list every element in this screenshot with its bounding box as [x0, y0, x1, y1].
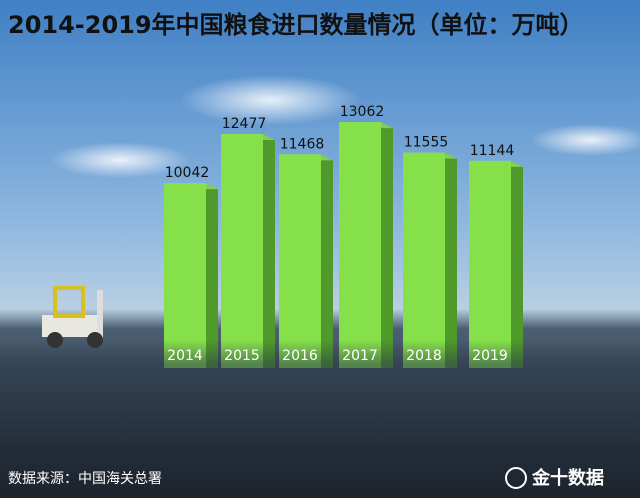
x-tick-label: 2017 [342, 348, 378, 364]
x-tick-label: 2015 [224, 348, 260, 364]
value-label: 11468 [280, 136, 325, 152]
bar-side [263, 133, 275, 368]
value-label: 13062 [340, 104, 385, 120]
cloud [530, 124, 640, 156]
bar-side [445, 152, 457, 368]
source: 数据来源：中国海关总署 [8, 471, 162, 487]
x-tick-label: 2014 [167, 348, 203, 364]
water [0, 340, 640, 498]
value-label: 11555 [404, 135, 449, 151]
bar-side [381, 122, 393, 368]
bars [164, 122, 523, 368]
forklift [42, 286, 103, 348]
bar [221, 133, 263, 368]
cloud [50, 142, 190, 178]
bar [469, 160, 511, 368]
labels: 10042 2014 12477 2015 11468 2016 13062 2017 1155… [165, 104, 515, 364]
logo: 金十数据 [531, 467, 604, 489]
bar-side [511, 160, 523, 368]
bar-side [321, 154, 333, 368]
bar [403, 152, 445, 368]
x-tick-label: 2016 [282, 348, 318, 364]
value-label: 10042 [165, 165, 210, 181]
value-label: 12477 [222, 116, 267, 132]
chart-title: 2014-2019年中国粮食进口数量情况（单位：万吨） [8, 11, 584, 39]
bar [279, 154, 321, 368]
bar [339, 122, 381, 368]
bar [164, 183, 206, 368]
value-label: 11144 [470, 143, 515, 159]
bar-side [206, 183, 218, 368]
logo-icon [505, 467, 527, 489]
x-tick-label: 2019 [472, 348, 508, 364]
cloud [180, 75, 360, 125]
x-tick-label: 2018 [406, 348, 442, 364]
